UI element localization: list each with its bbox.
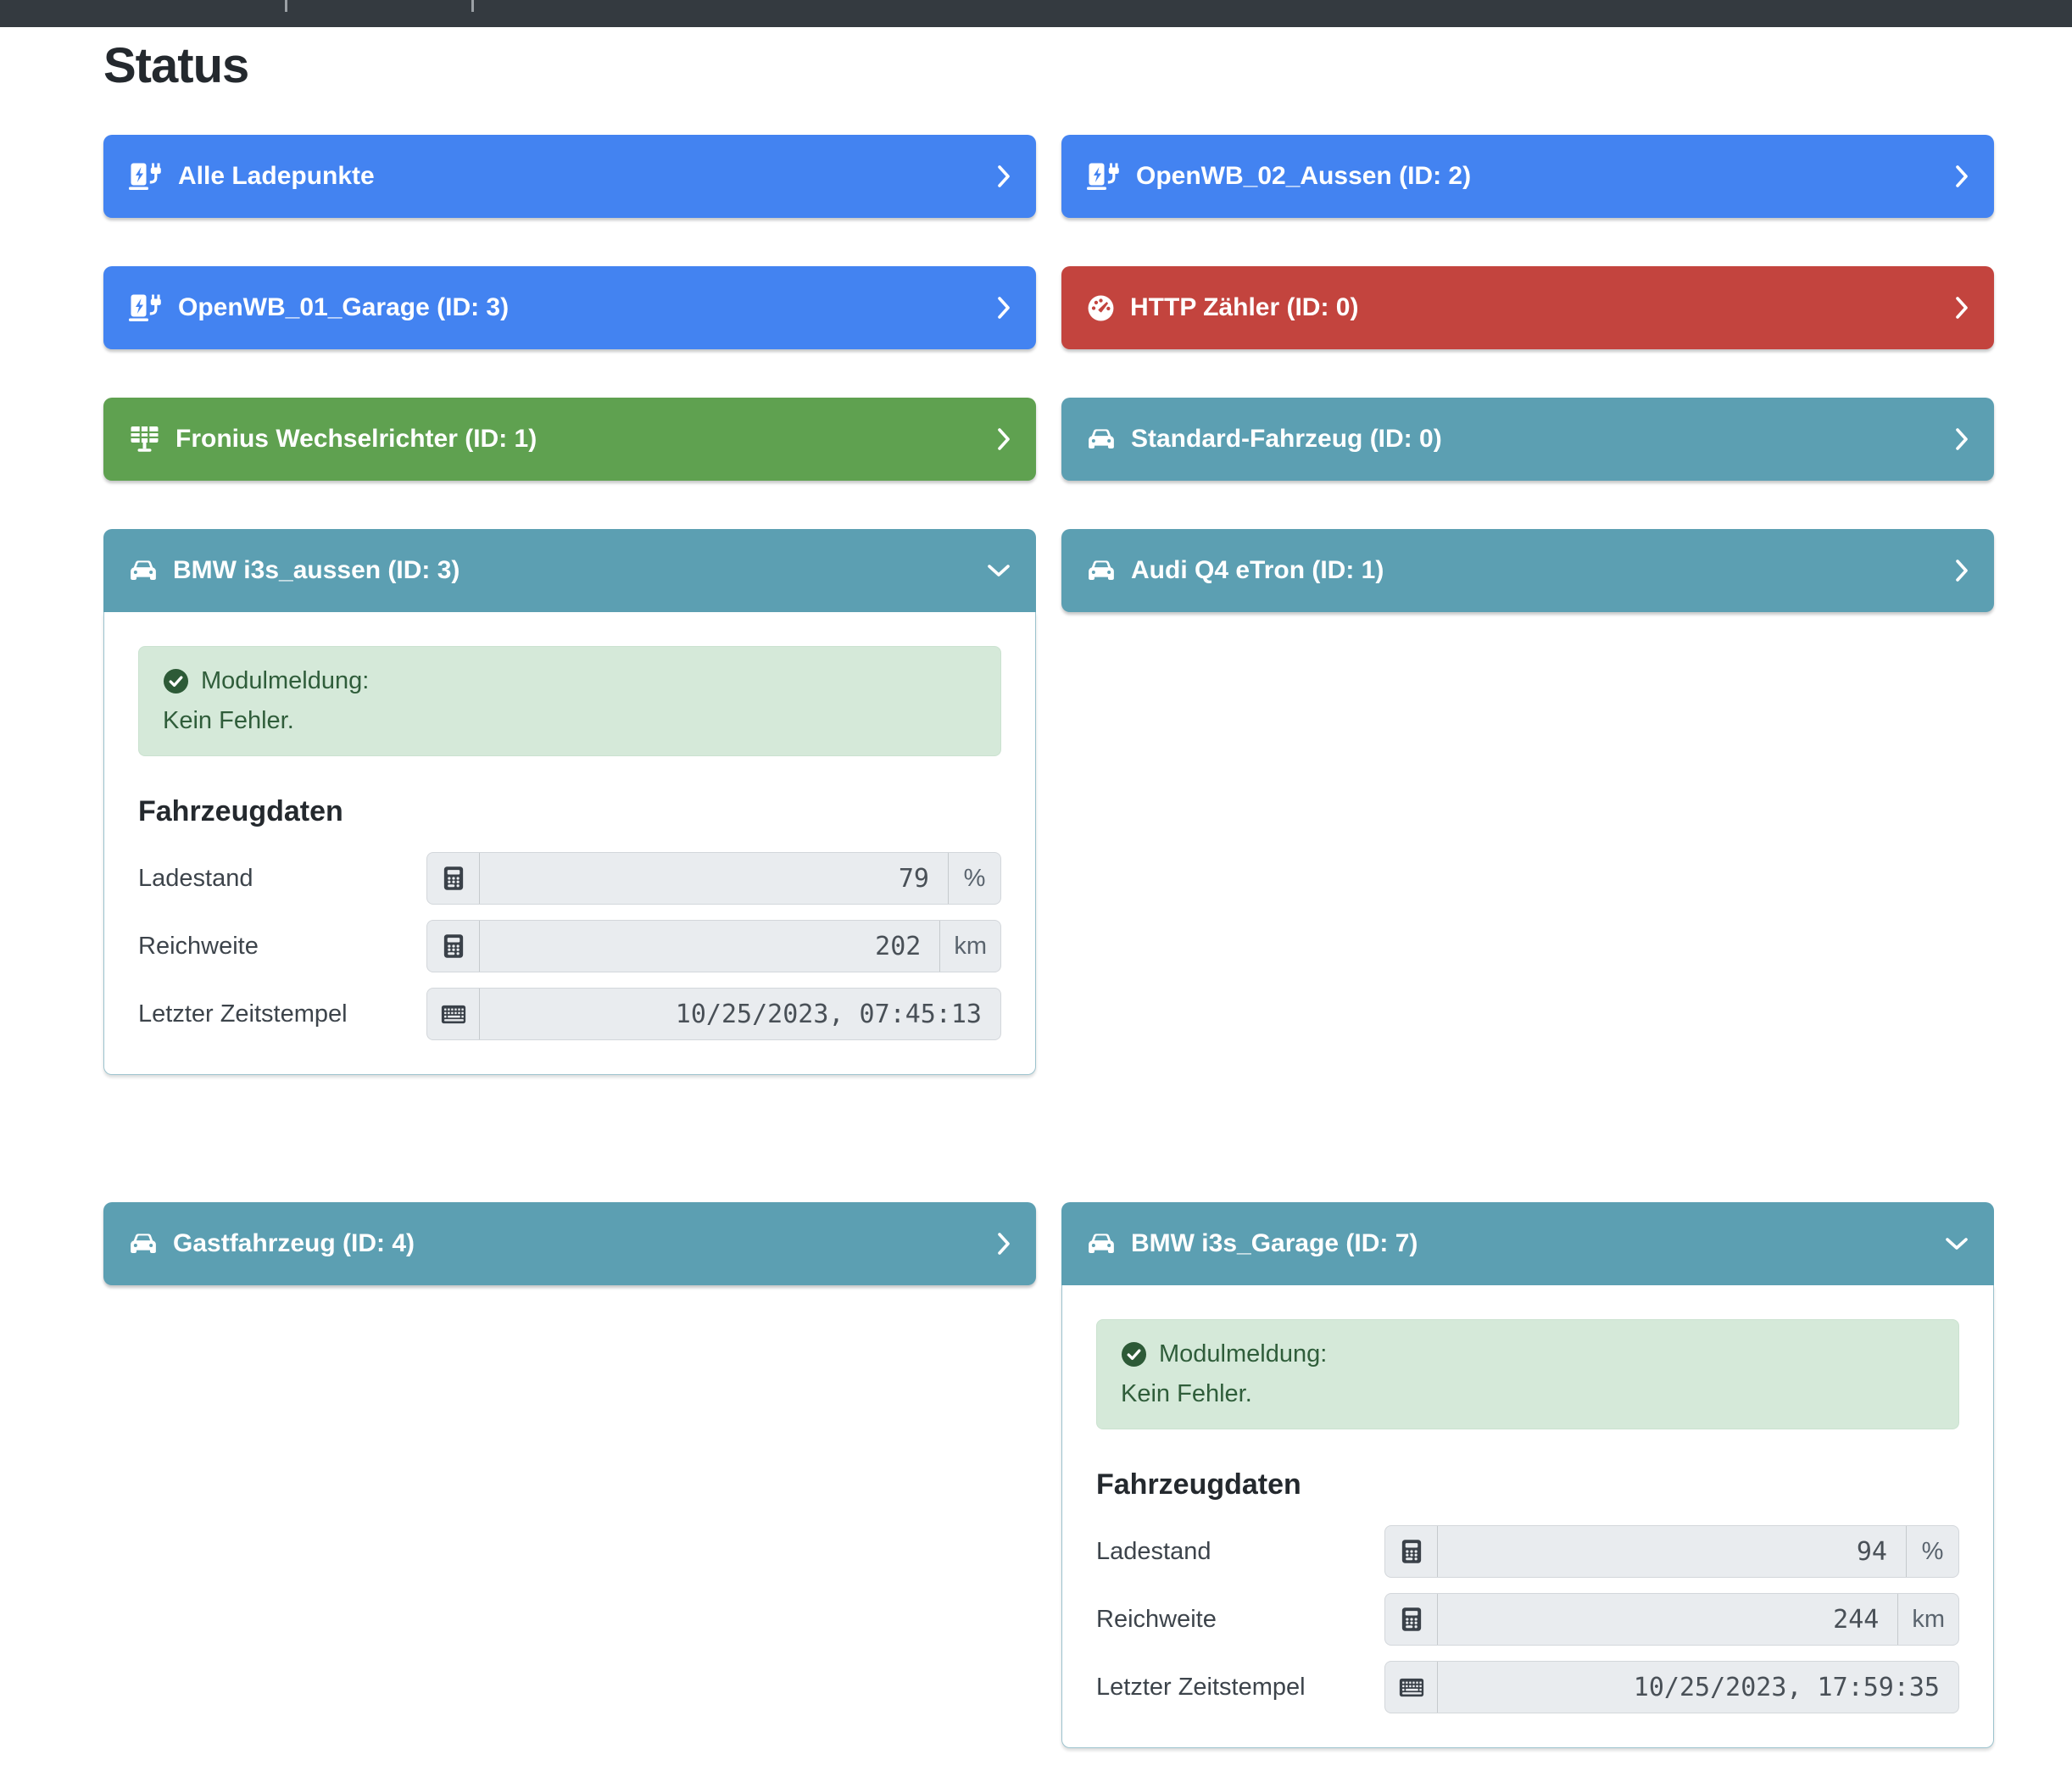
timestamp-input-group: 10/25/2023, 17:59:35 (1384, 1661, 1959, 1713)
tile-alle-ladepunkte[interactable]: Alle Ladepunkte (103, 135, 1036, 218)
vehicle-card-bmw-i3s-garage: BMW i3s_Garage (ID: 7) Modulmeldung: Kei… (1061, 1202, 1994, 1748)
chevron-right-icon (997, 164, 1011, 188)
vehicle-data-row: Reichweite 244 km (1096, 1593, 1959, 1646)
tile-label: OpenWB_02_Aussen (ID: 2) (1136, 162, 1471, 191)
unit-label: % (948, 853, 1000, 904)
solar-panel-icon (129, 426, 160, 453)
car-icon (1087, 427, 1116, 451)
vehicle-card-body: Modulmeldung: Kein Fehler. Fahrzeugdaten… (103, 612, 1036, 1075)
section-title: Fahrzeugdaten (1096, 1468, 1959, 1501)
vehicle-data-row: Ladestand 94 % (1096, 1525, 1959, 1578)
vehicle-data-row: Letzter Zeitstempel 10/25/2023, 07:45:13 (138, 988, 1001, 1040)
row-label: Ladestand (1096, 1538, 1384, 1566)
range-input-group: 244 km (1384, 1593, 1959, 1646)
tile-label: Fronius Wechselrichter (ID: 1) (175, 425, 537, 454)
tile-fronius-wechselrichter[interactable]: Fronius Wechselrichter (ID: 1) (103, 398, 1036, 481)
gauge-icon (1087, 294, 1115, 322)
tile-audi-q4-etron[interactable]: Audi Q4 eTron (ID: 1) (1061, 529, 1994, 612)
car-icon (129, 559, 158, 582)
car-icon (1087, 559, 1116, 582)
chevron-down-icon (987, 564, 1011, 577)
timestamp-input-group: 10/25/2023, 07:45:13 (426, 988, 1001, 1040)
vehicle-card-header[interactable]: BMW i3s_Garage (ID: 7) (1061, 1202, 1994, 1285)
tile-openwb-01-garage[interactable]: OpenWB_01_Garage (ID: 3) (103, 266, 1036, 349)
chevron-right-icon (1955, 296, 1969, 320)
status-page: Status Alle Ladepunkte OpenWB_02_Aussen … (0, 27, 2072, 1748)
tile-label: Audi Q4 eTron (ID: 1) (1131, 556, 1384, 585)
vehicle-data-row: Letzter Zeitstempel 10/25/2023, 17:59:35 (1096, 1661, 1959, 1713)
chevron-right-icon (997, 1232, 1011, 1256)
range-value-field[interactable]: 202 (480, 921, 939, 972)
vehicle-card-header[interactable]: BMW i3s_aussen (ID: 3) (103, 529, 1036, 612)
tile-http-zaehler[interactable]: HTTP Zähler (ID: 0) (1061, 266, 1994, 349)
timestamp-value-field[interactable]: 10/25/2023, 07:45:13 (480, 989, 1000, 1039)
soc-value-field[interactable]: 79 (480, 853, 948, 904)
alert-title: Modulmeldung: (1159, 1340, 1327, 1368)
card-title: BMW i3s_Garage (ID: 7) (1131, 1229, 1418, 1258)
tile-standard-fahrzeug[interactable]: Standard-Fahrzeug (ID: 0) (1061, 398, 1994, 481)
tile-label: OpenWB_01_Garage (ID: 3) (178, 293, 509, 322)
chevron-right-icon (997, 296, 1011, 320)
keyboard-icon (427, 989, 480, 1039)
module-message-alert: Modulmeldung: Kein Fehler. (1096, 1319, 1959, 1429)
range-value-field[interactable]: 244 (1438, 1594, 1897, 1645)
check-circle-icon (163, 668, 189, 694)
alert-message: Kein Fehler. (163, 707, 977, 735)
tile-label: Gastfahrzeug (ID: 4) (173, 1229, 415, 1258)
row-label: Letzter Zeitstempel (138, 1000, 426, 1028)
section-title: Fahrzeugdaten (138, 795, 1001, 828)
car-icon (1087, 1232, 1116, 1256)
charging-station-icon (129, 294, 163, 322)
chevron-right-icon (1955, 164, 1969, 188)
keyboard-icon (1385, 1662, 1438, 1713)
row-label: Letzter Zeitstempel (1096, 1674, 1384, 1702)
car-icon (129, 1232, 158, 1256)
range-input-group: 202 km (426, 920, 1001, 972)
tile-gastfahrzeug[interactable]: Gastfahrzeug (ID: 4) (103, 1202, 1036, 1285)
alert-message: Kein Fehler. (1121, 1380, 1935, 1408)
tile-label: HTTP Zähler (ID: 0) (1130, 293, 1358, 322)
chevron-right-icon (997, 427, 1011, 451)
calculator-icon (1385, 1594, 1438, 1645)
soc-input-group: 79 % (426, 852, 1001, 905)
chevron-right-icon (1955, 427, 1969, 451)
row-label: Reichweite (1096, 1606, 1384, 1634)
chevron-down-icon (1945, 1237, 1969, 1251)
vehicle-data-row: Ladestand 79 % (138, 852, 1001, 905)
alert-title: Modulmeldung: (201, 667, 369, 695)
unit-label: km (939, 921, 1000, 972)
tile-label: Alle Ladepunkte (178, 162, 375, 191)
soc-input-group: 94 % (1384, 1525, 1959, 1578)
status-grid: Alle Ladepunkte OpenWB_02_Aussen (ID: 2)… (103, 135, 1994, 1748)
page-title: Status (103, 37, 1994, 94)
calculator-icon (1385, 1526, 1438, 1577)
vehicle-card-body: Modulmeldung: Kein Fehler. Fahrzeugdaten… (1061, 1285, 1994, 1748)
chevron-right-icon (1955, 559, 1969, 582)
top-navbar (0, 0, 2072, 27)
row-label: Reichweite (138, 933, 426, 961)
vehicle-card-bmw-i3s-aussen: BMW i3s_aussen (ID: 3) Modulmeldung: Kei… (103, 529, 1036, 1075)
unit-label: km (1897, 1594, 1958, 1645)
unit-label: % (1906, 1526, 1958, 1577)
tile-label: Standard-Fahrzeug (ID: 0) (1131, 425, 1442, 454)
navbar-divider (471, 0, 474, 12)
check-circle-icon (1121, 1341, 1147, 1368)
charging-station-icon (1087, 163, 1121, 191)
row-label: Ladestand (138, 865, 426, 893)
timestamp-value-field[interactable]: 10/25/2023, 17:59:35 (1438, 1662, 1958, 1713)
calculator-icon (427, 853, 480, 904)
navbar-divider (285, 0, 287, 12)
module-message-alert: Modulmeldung: Kein Fehler. (138, 646, 1001, 756)
charging-station-icon (129, 163, 163, 191)
soc-value-field[interactable]: 94 (1438, 1526, 1906, 1577)
vehicle-data-row: Reichweite 202 km (138, 920, 1001, 972)
card-title: BMW i3s_aussen (ID: 3) (173, 556, 460, 585)
calculator-icon (427, 921, 480, 972)
tile-openwb-02-aussen[interactable]: OpenWB_02_Aussen (ID: 2) (1061, 135, 1994, 218)
